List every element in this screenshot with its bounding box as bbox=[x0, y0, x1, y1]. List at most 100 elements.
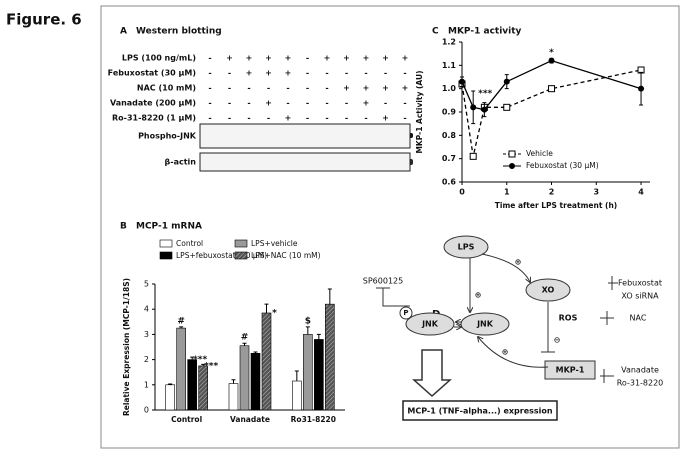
lane-sign: - bbox=[384, 69, 387, 78]
phospho bbox=[399, 306, 413, 320]
lane-sign: - bbox=[364, 114, 367, 123]
lane-sign: + bbox=[382, 114, 389, 123]
y-tick-label: 3 bbox=[144, 330, 149, 339]
lane-sign: - bbox=[208, 54, 211, 63]
bar bbox=[314, 339, 324, 411]
lane-sign: - bbox=[208, 84, 211, 93]
lane-sign: - bbox=[306, 69, 309, 78]
lane-sign: + bbox=[226, 54, 233, 63]
lane-sign: - bbox=[286, 84, 289, 93]
x-tick-label: Vanadate bbox=[230, 415, 270, 424]
lane-sign: - bbox=[345, 99, 348, 108]
legend-swatch bbox=[159, 239, 173, 248]
lane-sign: + bbox=[324, 54, 331, 63]
lane-sign: - bbox=[228, 84, 231, 93]
inhibitor: XO siRNA bbox=[621, 292, 659, 301]
mediator: ROS bbox=[559, 314, 578, 323]
lane-sign: + bbox=[382, 54, 389, 63]
annotation: *** bbox=[478, 89, 492, 99]
error-bar bbox=[253, 351, 258, 354]
legend-label: Vehicle bbox=[526, 149, 553, 158]
bar bbox=[303, 334, 313, 411]
lane-sign: - bbox=[325, 114, 328, 123]
error-bar bbox=[242, 342, 247, 346]
marker bbox=[459, 78, 465, 85]
lane-sign: - bbox=[403, 99, 406, 108]
error-bar bbox=[327, 288, 332, 305]
lane-sign: - bbox=[325, 69, 328, 78]
lane-sign: - bbox=[208, 69, 211, 78]
bar bbox=[165, 384, 175, 411]
error-bar bbox=[294, 370, 299, 382]
annotation: * bbox=[272, 308, 277, 318]
error-bar bbox=[168, 383, 173, 385]
sign: ⊕ bbox=[515, 258, 522, 267]
panel-label: A bbox=[120, 27, 127, 37]
error-bar bbox=[264, 303, 269, 313]
panel-title: Western blotting bbox=[136, 27, 222, 37]
lane-sign: + bbox=[285, 114, 292, 123]
bar bbox=[187, 359, 197, 411]
annotation: *** bbox=[193, 355, 207, 365]
marker bbox=[469, 152, 477, 160]
legend-label: Control bbox=[176, 239, 203, 248]
lane-sign: - bbox=[325, 84, 328, 93]
bar bbox=[198, 365, 208, 411]
row-label: NAC (10 mM) bbox=[137, 84, 196, 93]
lane-sign: - bbox=[325, 99, 328, 108]
marker bbox=[548, 57, 555, 64]
lane-sign: - bbox=[286, 99, 289, 108]
sign: ⊕ bbox=[475, 291, 482, 300]
bar bbox=[292, 380, 302, 411]
lane-sign: + bbox=[246, 54, 253, 63]
error-bar bbox=[201, 363, 206, 366]
node bbox=[443, 235, 489, 259]
y-tick-label: 0.8 bbox=[442, 131, 457, 140]
row-label: LPS (100 ng/mL) bbox=[122, 54, 196, 63]
x-tick-label: Ro31-8220 bbox=[291, 415, 336, 424]
lane-sign: + bbox=[246, 69, 253, 78]
x-tick-label: 3 bbox=[593, 188, 599, 197]
bar bbox=[261, 312, 272, 411]
x-tick-label: 0 bbox=[459, 188, 465, 197]
panel-b: 0 1 2 3 4 5 Control Vanadate Ro31-8220 Control LPS… bbox=[144, 239, 336, 424]
blot bbox=[199, 123, 411, 149]
lane-sign: - bbox=[345, 114, 348, 123]
lane-sign: - bbox=[267, 84, 270, 93]
marker bbox=[470, 104, 477, 111]
y-tick-label: 1.1 bbox=[442, 61, 457, 70]
marker bbox=[509, 163, 515, 169]
lane-sign: + bbox=[363, 54, 370, 63]
annotation: * bbox=[549, 48, 554, 58]
y-tick-label: 1.2 bbox=[442, 38, 456, 47]
x-tick-label: 1 bbox=[504, 188, 510, 197]
lane-sign: - bbox=[306, 54, 309, 63]
lane-sign: - bbox=[247, 114, 250, 123]
bar bbox=[228, 383, 239, 411]
lane-sign: - bbox=[228, 114, 231, 123]
bar bbox=[239, 345, 250, 411]
node bbox=[525, 278, 571, 302]
lane-sign: - bbox=[306, 84, 309, 93]
bar bbox=[250, 352, 261, 411]
node-label: MKP-1 bbox=[556, 366, 585, 375]
annotation: # bbox=[177, 316, 185, 326]
x-tick-label: 4 bbox=[638, 188, 644, 197]
sign: ⊖ bbox=[554, 336, 561, 345]
x-axis-label: Time after LPS treatment (h) bbox=[495, 201, 617, 210]
legend-swatch bbox=[159, 251, 173, 260]
marker bbox=[508, 150, 516, 158]
y-tick-label: 0 bbox=[144, 406, 149, 415]
node-label: XO bbox=[542, 286, 555, 295]
blot-label: β-actin bbox=[165, 158, 197, 167]
panel-label: B bbox=[120, 222, 127, 232]
y-tick-label: 2 bbox=[144, 355, 149, 364]
line bbox=[461, 69, 642, 157]
error-bar bbox=[190, 356, 195, 360]
y-tick-label: 0.6 bbox=[442, 178, 457, 187]
marker bbox=[503, 103, 511, 111]
node-label: JNK bbox=[476, 320, 494, 329]
lane-sign: - bbox=[403, 69, 406, 78]
blot-label: Phospho-JNK bbox=[138, 132, 197, 141]
